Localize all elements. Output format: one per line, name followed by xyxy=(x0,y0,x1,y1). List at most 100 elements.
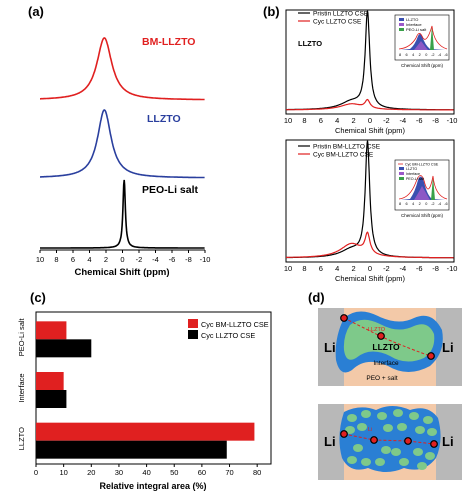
y-axis-categories: PEO-Li salt Interface LLZTO xyxy=(17,317,26,450)
llzto-particle xyxy=(357,423,367,431)
series-line-cyc-llzto-cse xyxy=(286,98,454,111)
x-axis-ticks: 10 8 6 4 2 0 -2 -4 -6 -8 -10 xyxy=(284,264,458,273)
x-tick-label: -2 xyxy=(383,116,390,125)
llzto-particle xyxy=(413,448,423,456)
llzto-particle xyxy=(393,409,403,417)
legend-label-cyc: Cyc BM-LLZTO CSE xyxy=(313,152,374,159)
legend-label-cyc: Cyc LLZTO CSE xyxy=(313,19,362,26)
x-tick-label: 40 xyxy=(142,468,150,477)
path-node xyxy=(404,437,412,445)
schematic-bottom: Li Li Li xyxy=(318,404,462,480)
x-tick-label: 60 xyxy=(198,468,206,477)
x-tick-label: 2 xyxy=(419,202,421,206)
x-tick-label: 8 xyxy=(302,116,306,125)
bar-interface-cyc-bm-llzto xyxy=(36,372,64,390)
inset-fit-line xyxy=(398,175,448,200)
schematic-top: LLZTO Li Li LLZTO Interface PEO + salt xyxy=(318,308,462,386)
x-axis-ticks: 10 8 6 4 2 0 -2 -4 -6 -8 -10 xyxy=(284,116,458,125)
x-tick-label: 4 xyxy=(87,255,91,264)
x-tick-label: -10 xyxy=(447,116,458,125)
inset-legend-swatch-interface xyxy=(399,23,404,26)
x-tick-label: 0 xyxy=(120,255,124,264)
inset-x-ticks: 8 6 4 2 0 -2 -4 -6 xyxy=(399,53,448,57)
legend-label-pristin: Pristin BM-LLZTO CSE xyxy=(313,144,381,151)
series-line-bm-llzto xyxy=(40,37,205,101)
x-tick-label: 8 xyxy=(54,255,58,264)
inset-legend-swatch-llzto xyxy=(399,18,404,21)
particles xyxy=(345,409,437,470)
legend-label-cyc-bm-llzto: Cyc BM-LLZTO CSE xyxy=(201,320,269,329)
x-tick-label: -4 xyxy=(399,116,406,125)
x-tick-label: 10 xyxy=(284,264,292,273)
bar-interface-cyc-llzto xyxy=(36,390,67,408)
x-tick-label: 2 xyxy=(352,116,356,125)
inset-b-top: LLZTO Interface PEO-Li salt 8 6 4 2 0 -2 -4 -6 … xyxy=(394,14,450,68)
x-tick-label: -4 xyxy=(438,202,441,206)
llzto-particle xyxy=(377,412,387,420)
bar-llzto-cyc-llzto xyxy=(36,440,227,459)
x-axis-label: Chemical Shift (ppm) xyxy=(335,126,406,135)
llzto-particle xyxy=(347,414,357,422)
x-tick-label: 0 xyxy=(425,202,427,206)
x-tick-label: -10 xyxy=(200,255,211,264)
path-node xyxy=(340,314,348,322)
x-axis-label: Chemical Shift (ppm) xyxy=(335,274,406,283)
x-tick-label: -10 xyxy=(447,264,458,273)
x-tick-label: 50 xyxy=(170,468,178,477)
legend-swatch-cyc-bm-llzto xyxy=(188,319,198,328)
panel-c: 0 10 20 30 40 50 60 70 80 PEO-Li salt Interface LL… xyxy=(17,311,272,491)
inset-legend-swatch-llzto xyxy=(399,167,404,170)
x-tick-label: 4 xyxy=(335,116,339,125)
x-tick-label: 6 xyxy=(406,202,408,206)
inset-legend-peo: PEO-Li salt xyxy=(406,177,424,181)
x-tick-label: -4 xyxy=(438,53,441,57)
series-line-llzto xyxy=(40,109,205,179)
electrode-label-right: Li xyxy=(442,340,454,355)
x-tick-label: -8 xyxy=(185,255,192,264)
path-label: LLZTO xyxy=(368,327,386,333)
panel-b-top: Pristin LLZTO CSE Cyc LLZTO CSE LLZTO LL… xyxy=(284,9,458,135)
x-axis-label: Chemical Shift (ppm) xyxy=(74,267,169,278)
x-tick-label: -6 xyxy=(169,255,176,264)
x-tick-label: 4 xyxy=(412,202,414,206)
x-tick-label: 6 xyxy=(71,255,75,264)
inset-llzto-fill xyxy=(401,34,445,50)
y-category-label: LLZTO xyxy=(17,427,26,450)
x-tick-label: -6 xyxy=(444,202,447,206)
inset-legend-llzto: LLZTO xyxy=(406,167,417,171)
inset-b-bottom: Cyc BM-LLZTO CSE LLZTO Interface PEO-Li … xyxy=(394,159,450,218)
x-tick-label: -6 xyxy=(444,53,447,57)
x-tick-label: 6 xyxy=(319,116,323,125)
panel-a: BM-LLZTO LLZTO PEO-Li salt 10 8 6 4 2 0 -2 -4 -6… xyxy=(36,36,211,278)
y-category-label: Interface xyxy=(17,373,26,402)
bar-peo-li-salt-cyc-llzto xyxy=(36,339,92,358)
path-node xyxy=(430,440,438,448)
label-interface: Interface xyxy=(373,360,399,367)
label-polymer: PEO + salt xyxy=(366,375,397,382)
x-tick-label: 0 xyxy=(425,53,427,57)
inset-peo-fill xyxy=(431,176,435,200)
li-ion-path xyxy=(343,433,435,445)
path-node xyxy=(340,430,348,438)
x-tick-label: 10 xyxy=(284,116,292,125)
llzto-particle xyxy=(381,446,391,454)
llzto-particle xyxy=(375,458,385,466)
inset-legend-swatch-peo xyxy=(399,28,404,31)
llzto-particle xyxy=(353,444,363,452)
path-node xyxy=(427,352,435,360)
series-line-cyc-bm-llzto-cse xyxy=(286,231,454,259)
llzto-particle xyxy=(399,458,409,466)
x-tick-label: -4 xyxy=(152,255,159,264)
x-tick-label: 2 xyxy=(419,53,421,57)
x-tick-label: -8 xyxy=(432,116,439,125)
llzto-particle xyxy=(391,448,401,456)
electrode-label-left: Li xyxy=(324,434,336,449)
path-node xyxy=(370,436,378,444)
legend-swatch-cyc-llzto xyxy=(188,330,198,339)
bar-llzto-cyc-bm-llzto xyxy=(36,422,255,441)
path-label: Li xyxy=(368,427,372,433)
inset-legend-peo: PEO-Li salt xyxy=(406,27,427,32)
x-tick-label: 4 xyxy=(335,264,339,273)
panel-label-c: (c) xyxy=(30,290,46,305)
llzto-particle xyxy=(383,424,393,432)
